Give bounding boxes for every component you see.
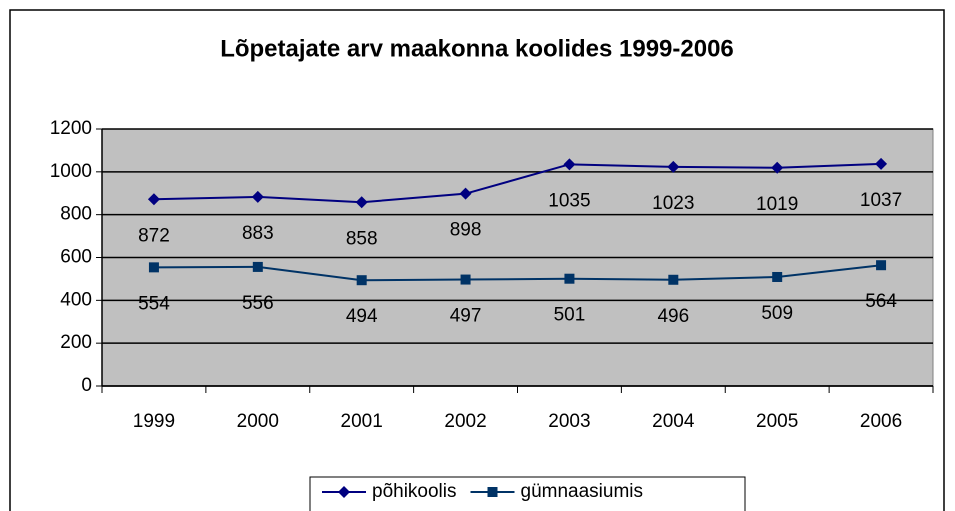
legend-box [309, 476, 746, 511]
x-tick-label: 2006 [860, 411, 902, 432]
data-label: 898 [450, 220, 482, 241]
data-label: 872 [138, 225, 170, 246]
marker [252, 261, 263, 272]
data-label: 497 [450, 306, 482, 327]
marker [355, 196, 368, 209]
y-tick-label: 1200 [50, 118, 92, 139]
data-label: 1023 [652, 193, 694, 214]
marker [459, 187, 472, 200]
marker [148, 262, 159, 273]
data-label: 496 [657, 306, 689, 327]
data-label: 1019 [756, 194, 798, 215]
data-label: 554 [138, 293, 170, 314]
x-tick-label: 2004 [652, 411, 695, 432]
data-label: 1037 [860, 190, 902, 211]
marker [251, 190, 264, 203]
data-label: 556 [242, 293, 274, 314]
marker [771, 161, 784, 174]
marker [147, 193, 160, 206]
y-tick-label: 800 [60, 204, 92, 225]
x-tick-label: 1999 [133, 411, 175, 432]
y-tick-label: 200 [60, 332, 92, 353]
y-tick-label: 1000 [50, 161, 92, 182]
marker [668, 274, 679, 285]
data-label: 509 [761, 303, 793, 324]
marker [460, 274, 471, 285]
x-tick-label: 2001 [341, 411, 383, 432]
chart-title: Lõpetajate arv maakonna koolides 1999-20… [220, 35, 734, 62]
data-label: 858 [346, 228, 378, 249]
marker [875, 157, 888, 170]
y-tick-label: 400 [60, 289, 92, 310]
data-label: 501 [554, 305, 586, 326]
legend-label: põhikoolis [372, 481, 457, 502]
x-tick-label: 2005 [756, 411, 798, 432]
legend-label: gümnaasiumis [521, 481, 644, 502]
marker [772, 271, 783, 282]
y-tick-label: 0 [81, 375, 92, 396]
x-tick-label: 2002 [444, 411, 486, 432]
marker [876, 260, 887, 271]
marker [338, 486, 350, 498]
marker [667, 160, 680, 173]
marker [487, 487, 498, 497]
data-label: 564 [865, 291, 897, 312]
data-label: 1035 [548, 190, 590, 211]
data-label: 883 [242, 223, 274, 244]
series-line [153, 264, 882, 282]
x-tick-label: 2000 [237, 411, 279, 432]
marker [356, 275, 367, 286]
data-label: 494 [346, 306, 378, 327]
y-tick-label: 600 [60, 247, 92, 268]
marker [563, 158, 576, 171]
series-line [153, 162, 882, 204]
marker [564, 273, 575, 284]
x-tick-label: 2003 [548, 411, 590, 432]
